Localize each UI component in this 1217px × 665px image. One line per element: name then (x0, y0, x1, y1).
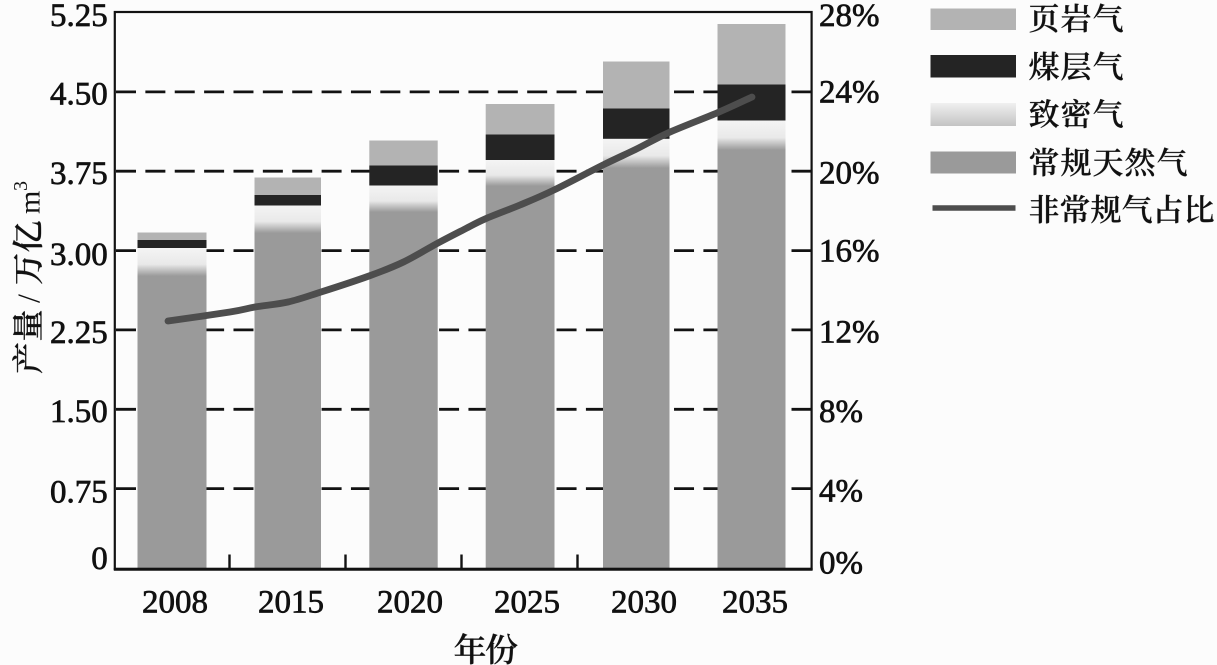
svg-text:4.50: 4.50 (50, 77, 108, 113)
svg-text:8%: 8% (819, 394, 863, 430)
svg-text:28%: 28% (819, 0, 880, 34)
svg-text:2025: 2025 (494, 585, 560, 621)
svg-text:0: 0 (91, 541, 108, 577)
svg-text:2015: 2015 (258, 585, 324, 621)
svg-text:1.50: 1.50 (50, 394, 108, 430)
svg-text:3.75: 3.75 (50, 156, 108, 192)
svg-text:0%: 0% (819, 546, 863, 582)
svg-text:24%: 24% (819, 74, 880, 110)
svg-text:12%: 12% (819, 315, 880, 351)
svg-text:0.75: 0.75 (50, 474, 108, 510)
svg-text:2035: 2035 (722, 585, 788, 621)
svg-text:/: / (11, 294, 47, 303)
svg-text:3: 3 (10, 181, 32, 191)
svg-text:2008: 2008 (142, 585, 208, 621)
svg-text:16%: 16% (819, 233, 880, 269)
svg-text:2.25: 2.25 (50, 315, 108, 351)
svg-text:m: m (14, 191, 47, 214)
svg-text:2020: 2020 (377, 585, 443, 621)
svg-text:20%: 20% (819, 155, 880, 191)
svg-text:4%: 4% (819, 473, 863, 509)
svg-text:3.00: 3.00 (50, 237, 108, 273)
svg-text:5.25: 5.25 (50, 0, 108, 34)
svg-text:2030: 2030 (611, 585, 677, 621)
